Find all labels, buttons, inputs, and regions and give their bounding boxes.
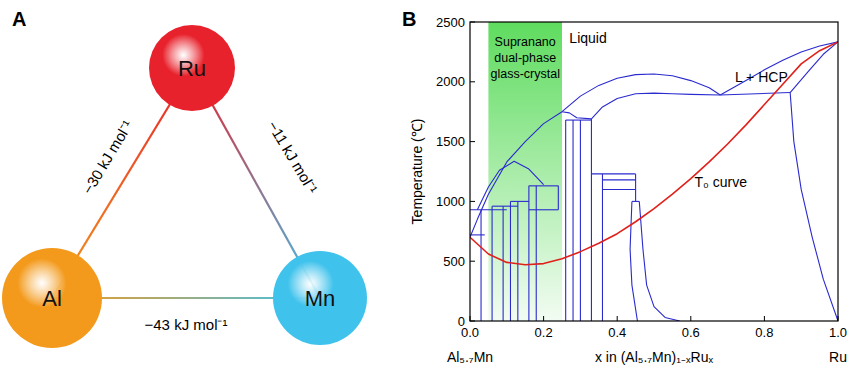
phase-boundary: [602, 189, 635, 190]
phase-boundary: [591, 119, 592, 321]
phase-boundary: [572, 120, 573, 321]
y-axis-label: Temperature (℃): [409, 119, 425, 225]
x-tick-label: 1.0: [829, 325, 847, 340]
region-label: glass-crystal: [490, 67, 559, 81]
phase-boundary: [562, 74, 720, 112]
phase-boundary: [639, 201, 679, 321]
phase-boundary: [790, 93, 838, 321]
phase-boundary: [517, 201, 518, 321]
y-tick: [470, 141, 475, 142]
x-tick-label: 0.6: [682, 325, 700, 340]
phase-boundary: [470, 112, 562, 238]
y-tick: [470, 261, 475, 262]
edge-label: −43 kJ mol⁻¹: [145, 316, 228, 333]
y-tick: [470, 81, 475, 82]
x-tick-label: 0.0: [461, 325, 479, 340]
phase-boundary: [492, 206, 518, 207]
plot-area: [470, 22, 838, 321]
node: [273, 251, 367, 345]
node-label: Al: [42, 286, 62, 311]
series-label: T₀ curve: [694, 174, 747, 190]
phase-boundary: [529, 185, 558, 186]
x-tick: [764, 316, 765, 321]
phase-boundary: [529, 209, 558, 210]
x-tick-label: 0.8: [755, 325, 773, 340]
x-tick: [838, 316, 839, 321]
phase-boundary: [630, 201, 637, 321]
node-label: Ru: [178, 56, 206, 81]
region-label: Supranano: [495, 35, 556, 49]
y-tick-label: 1000: [436, 194, 465, 209]
x-tick: [617, 316, 618, 321]
phase-boundary: [602, 179, 635, 180]
phase-boundary: [566, 120, 592, 121]
figure: A B −30 kJ mol⁻¹ −11 kJ mol⁻¹ −43 kJ mol⁻¹ Ru…: [0, 0, 863, 379]
node: [2, 248, 102, 348]
phase-boundary: [558, 186, 559, 210]
annotation: Liquid: [569, 30, 606, 46]
y-tick: [470, 321, 475, 322]
phase-boundary: [528, 186, 529, 321]
phase-boundary: [602, 174, 603, 321]
x-tick: [470, 316, 471, 321]
phase-boundary: [470, 234, 485, 235]
x-tick: [690, 316, 691, 321]
phase-boundary: [591, 173, 635, 174]
phase-boundary: [510, 201, 528, 202]
phase-boundary: [720, 93, 790, 95]
x-tick-label: 0.4: [608, 325, 626, 340]
t0-curve: [470, 42, 838, 265]
region-label: dual-phase: [494, 51, 556, 65]
panel-label: A: [12, 8, 26, 30]
x-axis-label: x in (Al₅.₇Mn)₁₋ₓRuₓ: [595, 349, 713, 365]
phase-boundary: [562, 112, 591, 119]
y-tick-label: 2000: [436, 74, 465, 89]
phase-boundary: [580, 120, 581, 321]
phase-boundary: [480, 210, 481, 321]
phase-boundary: [565, 120, 566, 321]
phase-boundary: [492, 206, 493, 321]
x-end-label: Ru: [829, 349, 847, 365]
node-label: Mn: [305, 286, 336, 311]
node: [149, 25, 235, 111]
y-tick-label: 500: [443, 254, 465, 269]
x-tick-label: 0.2: [535, 325, 553, 340]
phase-boundary: [503, 206, 504, 321]
phase-boundary: [536, 186, 537, 321]
y-tick: [470, 22, 475, 23]
plot-frame: [470, 22, 838, 321]
panel-label: B: [402, 8, 416, 30]
phase-boundary: [635, 174, 636, 202]
phase-boundary: [510, 201, 511, 321]
phase-boundary: [470, 209, 507, 210]
edge-label: −11 kJ mol⁻¹: [264, 118, 321, 197]
edge-label: −30 kJ mol⁻¹: [79, 117, 136, 197]
shaded-region: [488, 22, 562, 321]
x-end-label: Al₅.₇Mn: [447, 349, 493, 365]
y-tick-label: 2500: [436, 15, 465, 30]
phase-boundary: [591, 93, 720, 119]
annotation: L + HCP: [735, 69, 788, 85]
x-tick: [543, 316, 544, 321]
y-tick-label: 1500: [436, 134, 465, 149]
y-tick: [470, 201, 475, 202]
